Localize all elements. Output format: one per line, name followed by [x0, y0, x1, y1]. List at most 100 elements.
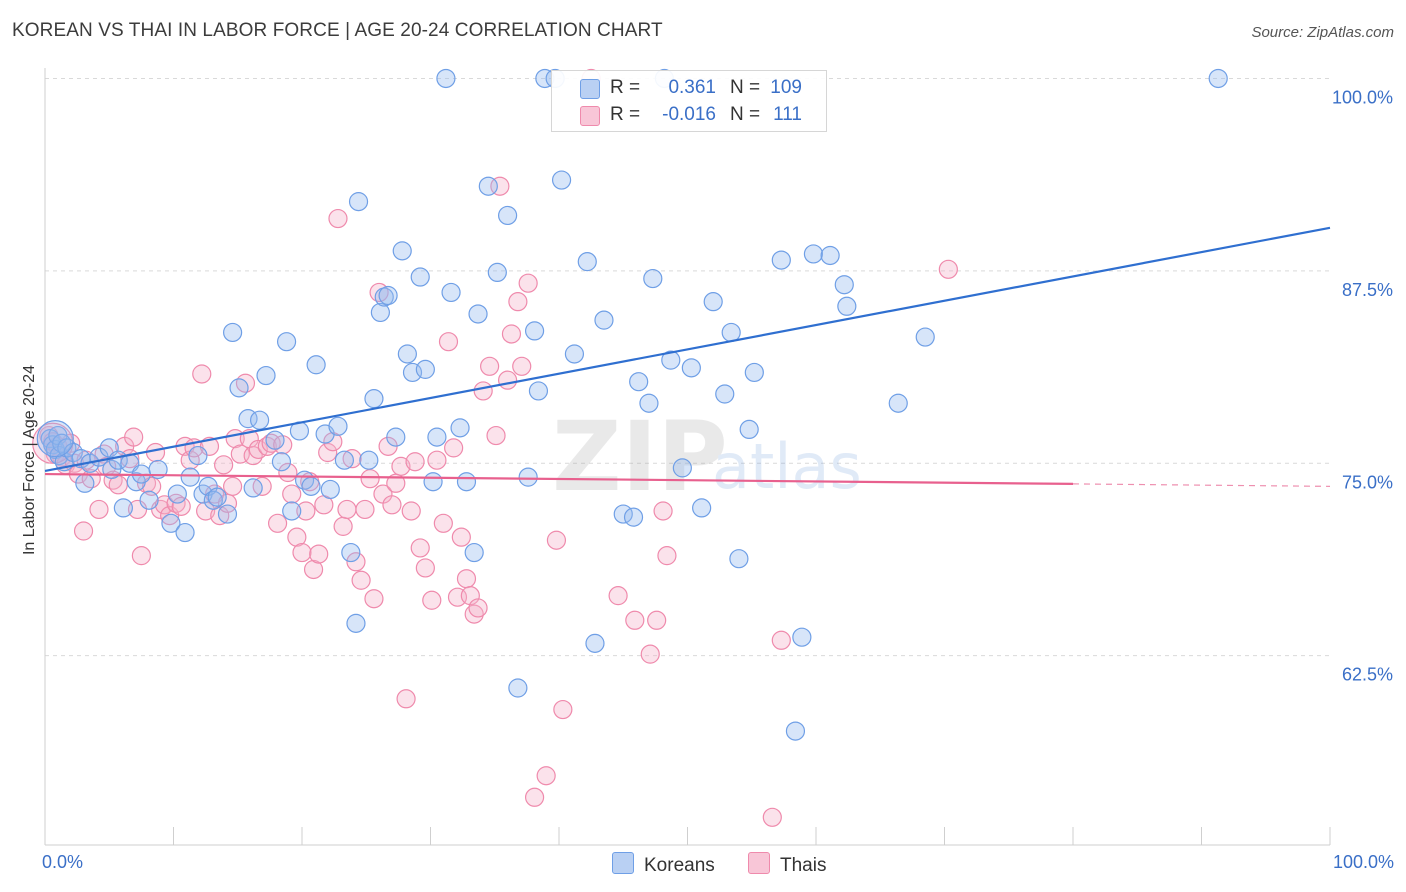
koreans-point: [36, 420, 74, 458]
thais-point: [346, 552, 366, 572]
koreans-trend-line: [44, 226, 1331, 473]
koreans-point: [167, 484, 187, 504]
koreans-point: [207, 487, 227, 507]
koreans-point: [785, 721, 806, 741]
thais-point: [415, 558, 435, 578]
watermark-zip: ZIP: [552, 401, 728, 513]
koreans-point: [249, 410, 270, 430]
y-tick-label: 75.0%: [1342, 472, 1393, 492]
koreans-point: [478, 176, 498, 196]
koreans-point: [271, 452, 292, 472]
koreans-point: [456, 472, 477, 492]
koreans-point: [217, 504, 238, 524]
thais-point: [657, 546, 677, 566]
thais-point: [422, 590, 442, 610]
koreans-point: [75, 473, 95, 493]
thais-point: [438, 332, 459, 352]
thais-point: [282, 484, 302, 504]
thais-point: [546, 530, 567, 550]
thais-point: [196, 501, 216, 521]
koreans-point: [585, 633, 605, 653]
koreans-point: [410, 267, 430, 287]
koreans-point: [739, 419, 759, 440]
koreans-point: [672, 458, 692, 478]
koreans-point: [498, 205, 518, 226]
thais-point: [89, 499, 109, 520]
n-label: N =: [730, 104, 761, 125]
thais-point: [427, 450, 447, 470]
y-tick-labels: 62.5% 75.0% 87.5% 100.0%: [1332, 87, 1393, 684]
thais-point: [653, 501, 673, 521]
series-thais-points: [32, 68, 958, 827]
thais-point: [318, 442, 338, 463]
thais-point: [518, 273, 538, 293]
trend-lines: [44, 226, 1331, 487]
y-tick-label: 62.5%: [1342, 665, 1393, 685]
thais-point: [145, 442, 166, 463]
koreans-point: [265, 430, 285, 450]
thais-point: [410, 538, 430, 558]
koreans-point: [915, 327, 935, 347]
koreans-point: [427, 427, 447, 447]
axes: [44, 68, 1331, 846]
koreans-point: [564, 344, 585, 364]
thais-point: [647, 610, 667, 630]
series-koreans-points: [36, 68, 1228, 741]
thais-point: [342, 449, 362, 469]
koreans-point: [113, 498, 133, 518]
koreans-point: [729, 549, 749, 569]
koreans-point: [464, 542, 484, 563]
koreans-point: [180, 467, 200, 487]
koreans-point: [803, 244, 824, 264]
thais-point: [337, 499, 357, 520]
thais-point: [536, 766, 556, 786]
chart-title: KOREAN VS THAI IN LABOR FORCE | AGE 20-2…: [12, 20, 663, 41]
thais-point: [401, 501, 421, 521]
thais-point: [486, 425, 506, 446]
koreans-point: [346, 613, 366, 633]
thais-point: [267, 513, 288, 533]
n-value: 109: [770, 77, 802, 98]
koreans-point: [577, 252, 597, 272]
koreans-point: [423, 472, 443, 492]
koreans-swatch: [580, 79, 600, 99]
thais-point: [296, 501, 316, 521]
koreans-legend-swatch: [612, 852, 634, 874]
thais-point: [309, 544, 329, 564]
koreans-point: [837, 296, 857, 316]
thais-point: [473, 381, 493, 401]
thais-point: [292, 542, 312, 563]
koreans-point: [643, 268, 663, 289]
r-label: R =: [610, 77, 641, 98]
series-legend: Koreans Thais: [0, 850, 1406, 880]
koreans-point: [792, 627, 812, 647]
koreans-point: [282, 501, 302, 521]
koreans-point: [436, 68, 456, 89]
x-tick-label-max: 100.0%: [1332, 852, 1394, 872]
x-tick-label-min: 0.0%: [42, 852, 84, 872]
watermark-atlas: atlas: [712, 430, 862, 503]
koreans-point: [639, 393, 659, 413]
koreans-point: [320, 479, 340, 500]
thais-point: [323, 432, 343, 452]
koreans-point: [518, 467, 538, 487]
thais-point: [287, 527, 307, 547]
thais-point: [131, 546, 151, 566]
thais-point: [608, 586, 628, 606]
thais-point: [382, 495, 402, 515]
thais-point: [490, 176, 510, 196]
koreans-point: [359, 450, 379, 470]
koreans-point: [386, 427, 406, 447]
koreans-point: [378, 285, 398, 306]
koreans-point: [681, 358, 701, 378]
legend-item-thais[interactable]: Thais: [748, 852, 826, 877]
thais-point: [405, 452, 425, 472]
thais-point: [223, 476, 243, 496]
legend-label-koreans: Koreans: [644, 855, 715, 876]
thais-point: [192, 364, 212, 384]
koreans-point: [328, 416, 348, 436]
legend-item-koreans[interactable]: Koreans: [612, 852, 715, 877]
koreans-point: [229, 378, 249, 398]
koreans-point: [175, 522, 195, 543]
thais-point: [73, 521, 94, 541]
